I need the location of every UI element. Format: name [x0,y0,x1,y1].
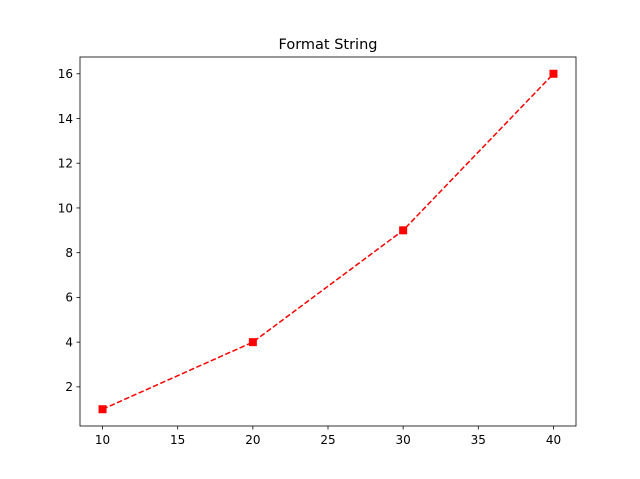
data-point-marker [549,69,558,78]
x-tick-label: 25 [320,433,335,447]
y-tick-label: 10 [58,201,73,215]
x-tick-label: 40 [546,433,561,447]
axes-frame [79,56,577,427]
chart-title: Format String [279,37,378,53]
y-tick-label: 8 [65,246,73,260]
data-point-marker [98,405,107,414]
data-point-marker [399,226,408,235]
x-tick-label: 15 [170,433,185,447]
y-tick-label: 14 [58,112,73,126]
x-tick-label: 30 [396,433,411,447]
y-tick-label: 2 [65,380,73,394]
x-tick-label: 20 [245,433,260,447]
axes: 10 15 20 25 30 35 40 2 4 6 8 10 12 14 16 [58,56,577,447]
y-tick-label: 16 [58,67,73,81]
series-line [102,73,554,410]
y-tick-label: 6 [65,291,73,305]
plot-area [98,69,558,414]
y-tick-label: 4 [65,335,73,349]
y-tick-label: 12 [58,157,73,171]
data-point-marker [248,338,257,347]
x-tick-label: 35 [471,433,486,447]
x-tick-label: 10 [95,433,110,447]
